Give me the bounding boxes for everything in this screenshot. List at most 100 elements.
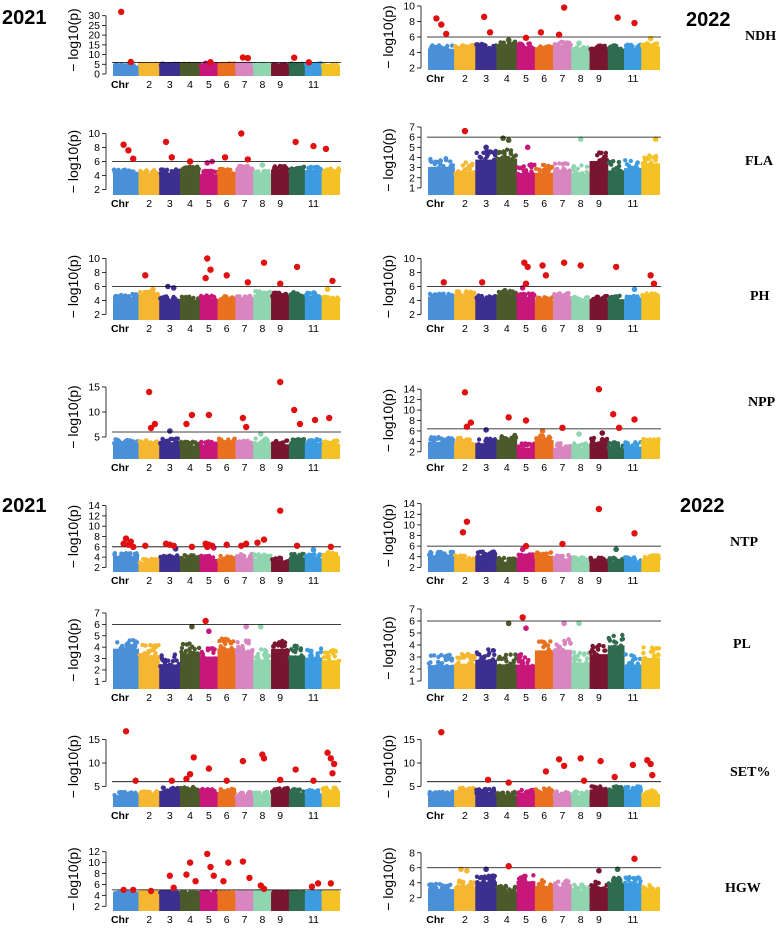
- y-tick-label: 6: [409, 616, 415, 628]
- snp-point: [275, 650, 281, 656]
- snp-point: [448, 159, 453, 164]
- significant-snp-7: [221, 154, 229, 161]
- chr-5-snps: [199, 656, 219, 689]
- chr-11-snps: [304, 64, 323, 76]
- chr-12-snps: [641, 296, 660, 320]
- x-tick-label: 5: [523, 810, 529, 822]
- snp-point: [240, 643, 245, 649]
- snp-point: [619, 637, 624, 642]
- snp-point: [640, 889, 646, 894]
- snp-point: [575, 789, 580, 795]
- snp-point-near-threshold-4: [576, 620, 582, 627]
- significant-snp-8: [560, 4, 568, 11]
- y-tick-label: 20: [88, 30, 100, 42]
- snp-point: [467, 663, 473, 668]
- snp-point: [649, 291, 654, 296]
- chr-9-snps: [271, 169, 290, 195]
- snp-point: [172, 654, 177, 660]
- x-tick-label: 9: [277, 575, 283, 587]
- snp-point: [460, 163, 466, 168]
- snp-point: [450, 793, 455, 798]
- x-tick-label: 6: [224, 79, 230, 91]
- snp-point: [192, 891, 198, 896]
- significant-snp-4: [505, 414, 512, 421]
- snp-point: [476, 293, 481, 298]
- snp-point: [464, 44, 469, 50]
- y-tick-label: 14: [403, 384, 415, 396]
- snp-point: [249, 649, 254, 654]
- snp-point: [232, 437, 237, 443]
- y-axis-label: − log10(p): [380, 847, 396, 910]
- snp-point: [329, 554, 334, 559]
- snp-point: [299, 438, 305, 443]
- snp-point: [479, 658, 485, 663]
- significant-snp-9: [615, 424, 623, 431]
- trait-label: SET%: [730, 765, 770, 780]
- x-axis: Chr 2 3 4 5 6 7 8 9 11: [111, 810, 319, 822]
- chr-2-snps: [454, 790, 476, 807]
- chr-4-snps: [496, 795, 518, 807]
- snp-point: [129, 793, 135, 798]
- snp-point: [631, 881, 636, 887]
- y-tick-label: 1: [94, 676, 100, 688]
- snp-point: [652, 441, 657, 446]
- snp-point: [438, 158, 443, 163]
- snp-point: [164, 295, 170, 300]
- snp-point: [573, 559, 578, 564]
- snp-point: [123, 554, 128, 560]
- snp-point: [112, 63, 118, 68]
- snp-point: [626, 663, 631, 669]
- significant-snp-2: [127, 58, 135, 66]
- significant-snp-4: [166, 872, 174, 879]
- snp-point: [511, 291, 516, 296]
- y-tick-label: 5: [409, 628, 415, 640]
- chr-6-snps: [217, 299, 236, 320]
- snp-point: [446, 888, 451, 893]
- snp-point: [156, 643, 161, 648]
- snp-point: [255, 553, 261, 558]
- y-tick-label: 10: [88, 128, 100, 140]
- chr-8-snps: [253, 442, 272, 459]
- snp-point: [434, 664, 439, 669]
- snp-point: [656, 437, 661, 442]
- snp-point: [165, 663, 170, 669]
- snp-point: [445, 793, 450, 798]
- snp-point: [210, 787, 215, 792]
- snp-point: [610, 442, 615, 447]
- significant-snp-17: [260, 885, 268, 893]
- snp-point: [133, 650, 138, 655]
- significant-snp-10: [292, 138, 299, 146]
- snp-point: [467, 167, 472, 172]
- significant-snp-6: [205, 411, 213, 419]
- chr-1-snps: [428, 441, 455, 459]
- snp-point: [566, 650, 571, 655]
- significant-snp-12: [322, 145, 330, 153]
- y-tick-label: 4: [94, 642, 100, 654]
- snp-point: [255, 889, 260, 894]
- chr-1-snps: [113, 556, 140, 572]
- y-axis-label: − log10(p): [65, 618, 81, 681]
- snp-cloud: [428, 39, 660, 70]
- significant-snp-1: [505, 863, 512, 870]
- snp-point: [450, 437, 456, 443]
- snp-point: [437, 551, 443, 556]
- y-tick-label: 10: [403, 519, 415, 531]
- snp-point-near-threshold-4: [324, 286, 331, 293]
- y-tick-label: 8: [409, 415, 415, 427]
- snp-point: [623, 785, 628, 790]
- snp-point: [609, 294, 615, 300]
- snp-point: [332, 890, 337, 895]
- snp-point: [580, 171, 585, 176]
- chr-10-snps: [607, 645, 625, 689]
- snp-point: [511, 154, 516, 159]
- snp-point: [439, 436, 444, 441]
- y-axis-label: − log10(p): [380, 128, 396, 191]
- snp-point: [525, 660, 530, 665]
- snp-point: [293, 649, 298, 655]
- snp-point: [308, 168, 313, 173]
- snp-point: [189, 653, 194, 658]
- snp-point: [429, 45, 434, 50]
